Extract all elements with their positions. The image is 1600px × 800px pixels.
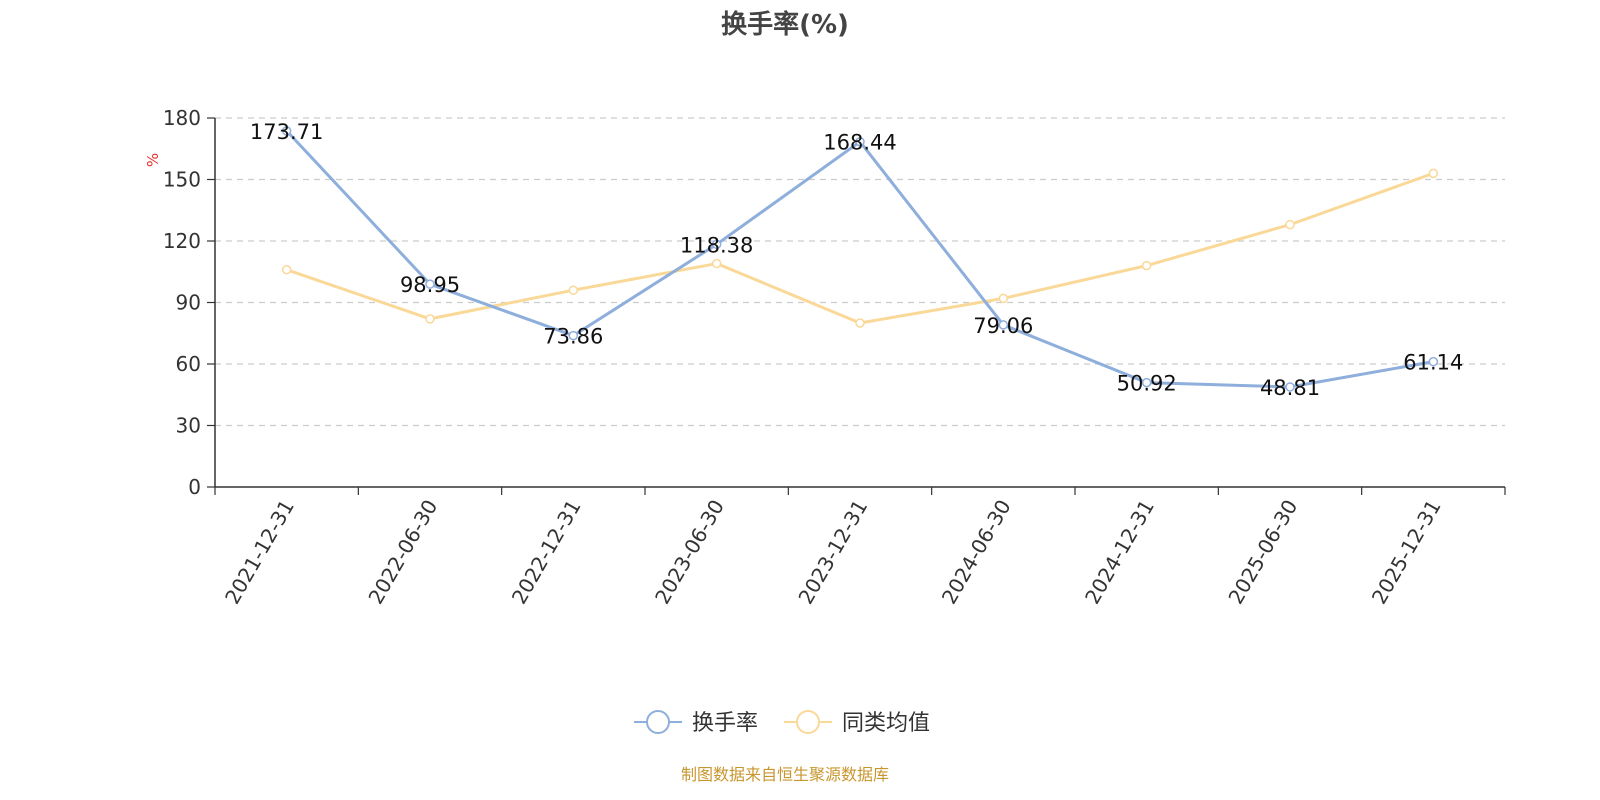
legend-item-turnover[interactable]: 换手率 [634, 710, 758, 736]
x-tick-label-2025-12-31: 2025-12-31 [1367, 496, 1446, 609]
point-peer-average-2025-06-30 [1285, 219, 1295, 230]
data-label-turnover-2024-06-30: 79.06 [973, 314, 1033, 338]
point-peer-average-2023-12-31 [855, 318, 865, 328]
data-label-turnover-2024-12-31: 50.92 [1117, 372, 1177, 396]
series-line-peer-average [286, 171, 1434, 325]
x-tick-label-2022-06-30: 2022-06-30 [363, 496, 442, 609]
point-peer-average-2024-12-31 [1141, 260, 1152, 271]
point-turnover-2022-06-30 [425, 279, 435, 289]
x-axis: 2021-12-31 2022-06-30 2022-12-31 2023-06-30… [214, 486, 1506, 609]
data-label-turnover-2022-12-31: 73.86 [543, 325, 603, 349]
y-tick-label-180: 180 [163, 106, 201, 130]
point-turnover-2025-12-31 [1428, 356, 1439, 367]
point-turnover-2024-12-31 [1141, 377, 1152, 388]
legend-marker-circle-turnover [646, 710, 670, 734]
source-note: 制图数据来自恒生聚源数据库 [681, 765, 889, 784]
x-tick-label-2022-12-31: 2022-12-31 [507, 496, 586, 609]
data-label-turnover-2021-12-31: 173.71 [250, 120, 323, 144]
data-label-turnover-2025-06-30: 48.81 [1260, 376, 1320, 400]
point-peer-average-2021-12-31 [281, 264, 292, 275]
legend-marker-circle-peer-average [796, 710, 820, 734]
point-peer-average-2022-12-31 [568, 285, 579, 295]
y-tick-label-90: 90 [176, 291, 201, 315]
point-peer-average-2022-06-30 [425, 314, 435, 324]
legend-item-peer-average[interactable]: 同类均值 [784, 710, 930, 736]
y-tick-label-150: 150 [163, 168, 201, 192]
data-label-turnover-2023-06-30: 118.38 [680, 233, 753, 257]
y-tick-label-30: 30 [176, 414, 201, 438]
x-tick-label-2024-06-30: 2024-06-30 [937, 495, 1016, 608]
y-tick-label-60: 60 [176, 352, 201, 376]
chart-title: 换手率(%) [721, 9, 849, 40]
point-peer-average-2024-06-30 [998, 293, 1009, 304]
y-tick-label-120: 120 [163, 229, 201, 253]
data-label-turnover-2022-06-30: 98.95 [400, 273, 460, 297]
grid-lines [215, 117, 1505, 427]
x-tick-label-2021-12-31: 2021-12-31 [220, 496, 299, 609]
x-tick-label-2024-12-31: 2024-12-31 [1080, 496, 1159, 609]
y-axis-unit-label: % [144, 153, 162, 167]
x-tick-label-2023-06-30: 2023-06-30 [650, 496, 729, 609]
data-labels: 173.71 98.95 73.86 118.38 168.44 79.06 50.92 48… [250, 120, 1463, 400]
y-axis: 0 30 60 90 120 150 180 [163, 106, 216, 499]
legend-label-peer-average: 同类均值 [842, 711, 930, 736]
point-peer-average-2025-12-31 [1428, 168, 1439, 179]
point-turnover-2023-06-30 [711, 239, 722, 250]
series-line-turnover [285, 129, 1434, 389]
point-turnover-2022-12-31 [568, 330, 579, 341]
legend: 换手率 同类均值 [634, 710, 930, 736]
point-turnover-2023-12-31 [855, 136, 865, 147]
x-tick-label-2023-12-31: 2023-12-31 [793, 496, 872, 609]
point-turnover-2025-06-30 [1285, 382, 1295, 392]
point-peer-average-2023-06-30 [711, 258, 722, 269]
series-lines [281, 126, 1439, 392]
point-turnover-2024-06-30 [998, 320, 1009, 330]
y-tick-label-0: 0 [188, 475, 201, 499]
data-label-turnover-2023-12-31: 168.44 [823, 131, 896, 155]
point-turnover-2021-12-31 [281, 126, 292, 136]
x-tick-label-2025-06-30: 2025-06-30 [1223, 496, 1302, 609]
data-label-turnover-2025-12-31: 61.14 [1403, 351, 1463, 375]
legend-label-turnover: 换手率 [692, 711, 758, 736]
